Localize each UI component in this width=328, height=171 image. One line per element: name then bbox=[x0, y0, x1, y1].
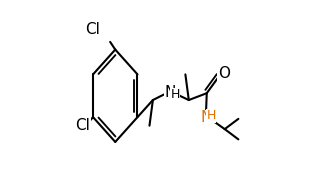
Text: O: O bbox=[218, 66, 230, 81]
Text: N: N bbox=[200, 110, 212, 126]
Text: H: H bbox=[171, 88, 180, 101]
Text: Cl: Cl bbox=[85, 22, 100, 37]
Text: Cl: Cl bbox=[75, 118, 90, 133]
Text: N: N bbox=[164, 85, 176, 100]
Text: H: H bbox=[206, 109, 216, 122]
